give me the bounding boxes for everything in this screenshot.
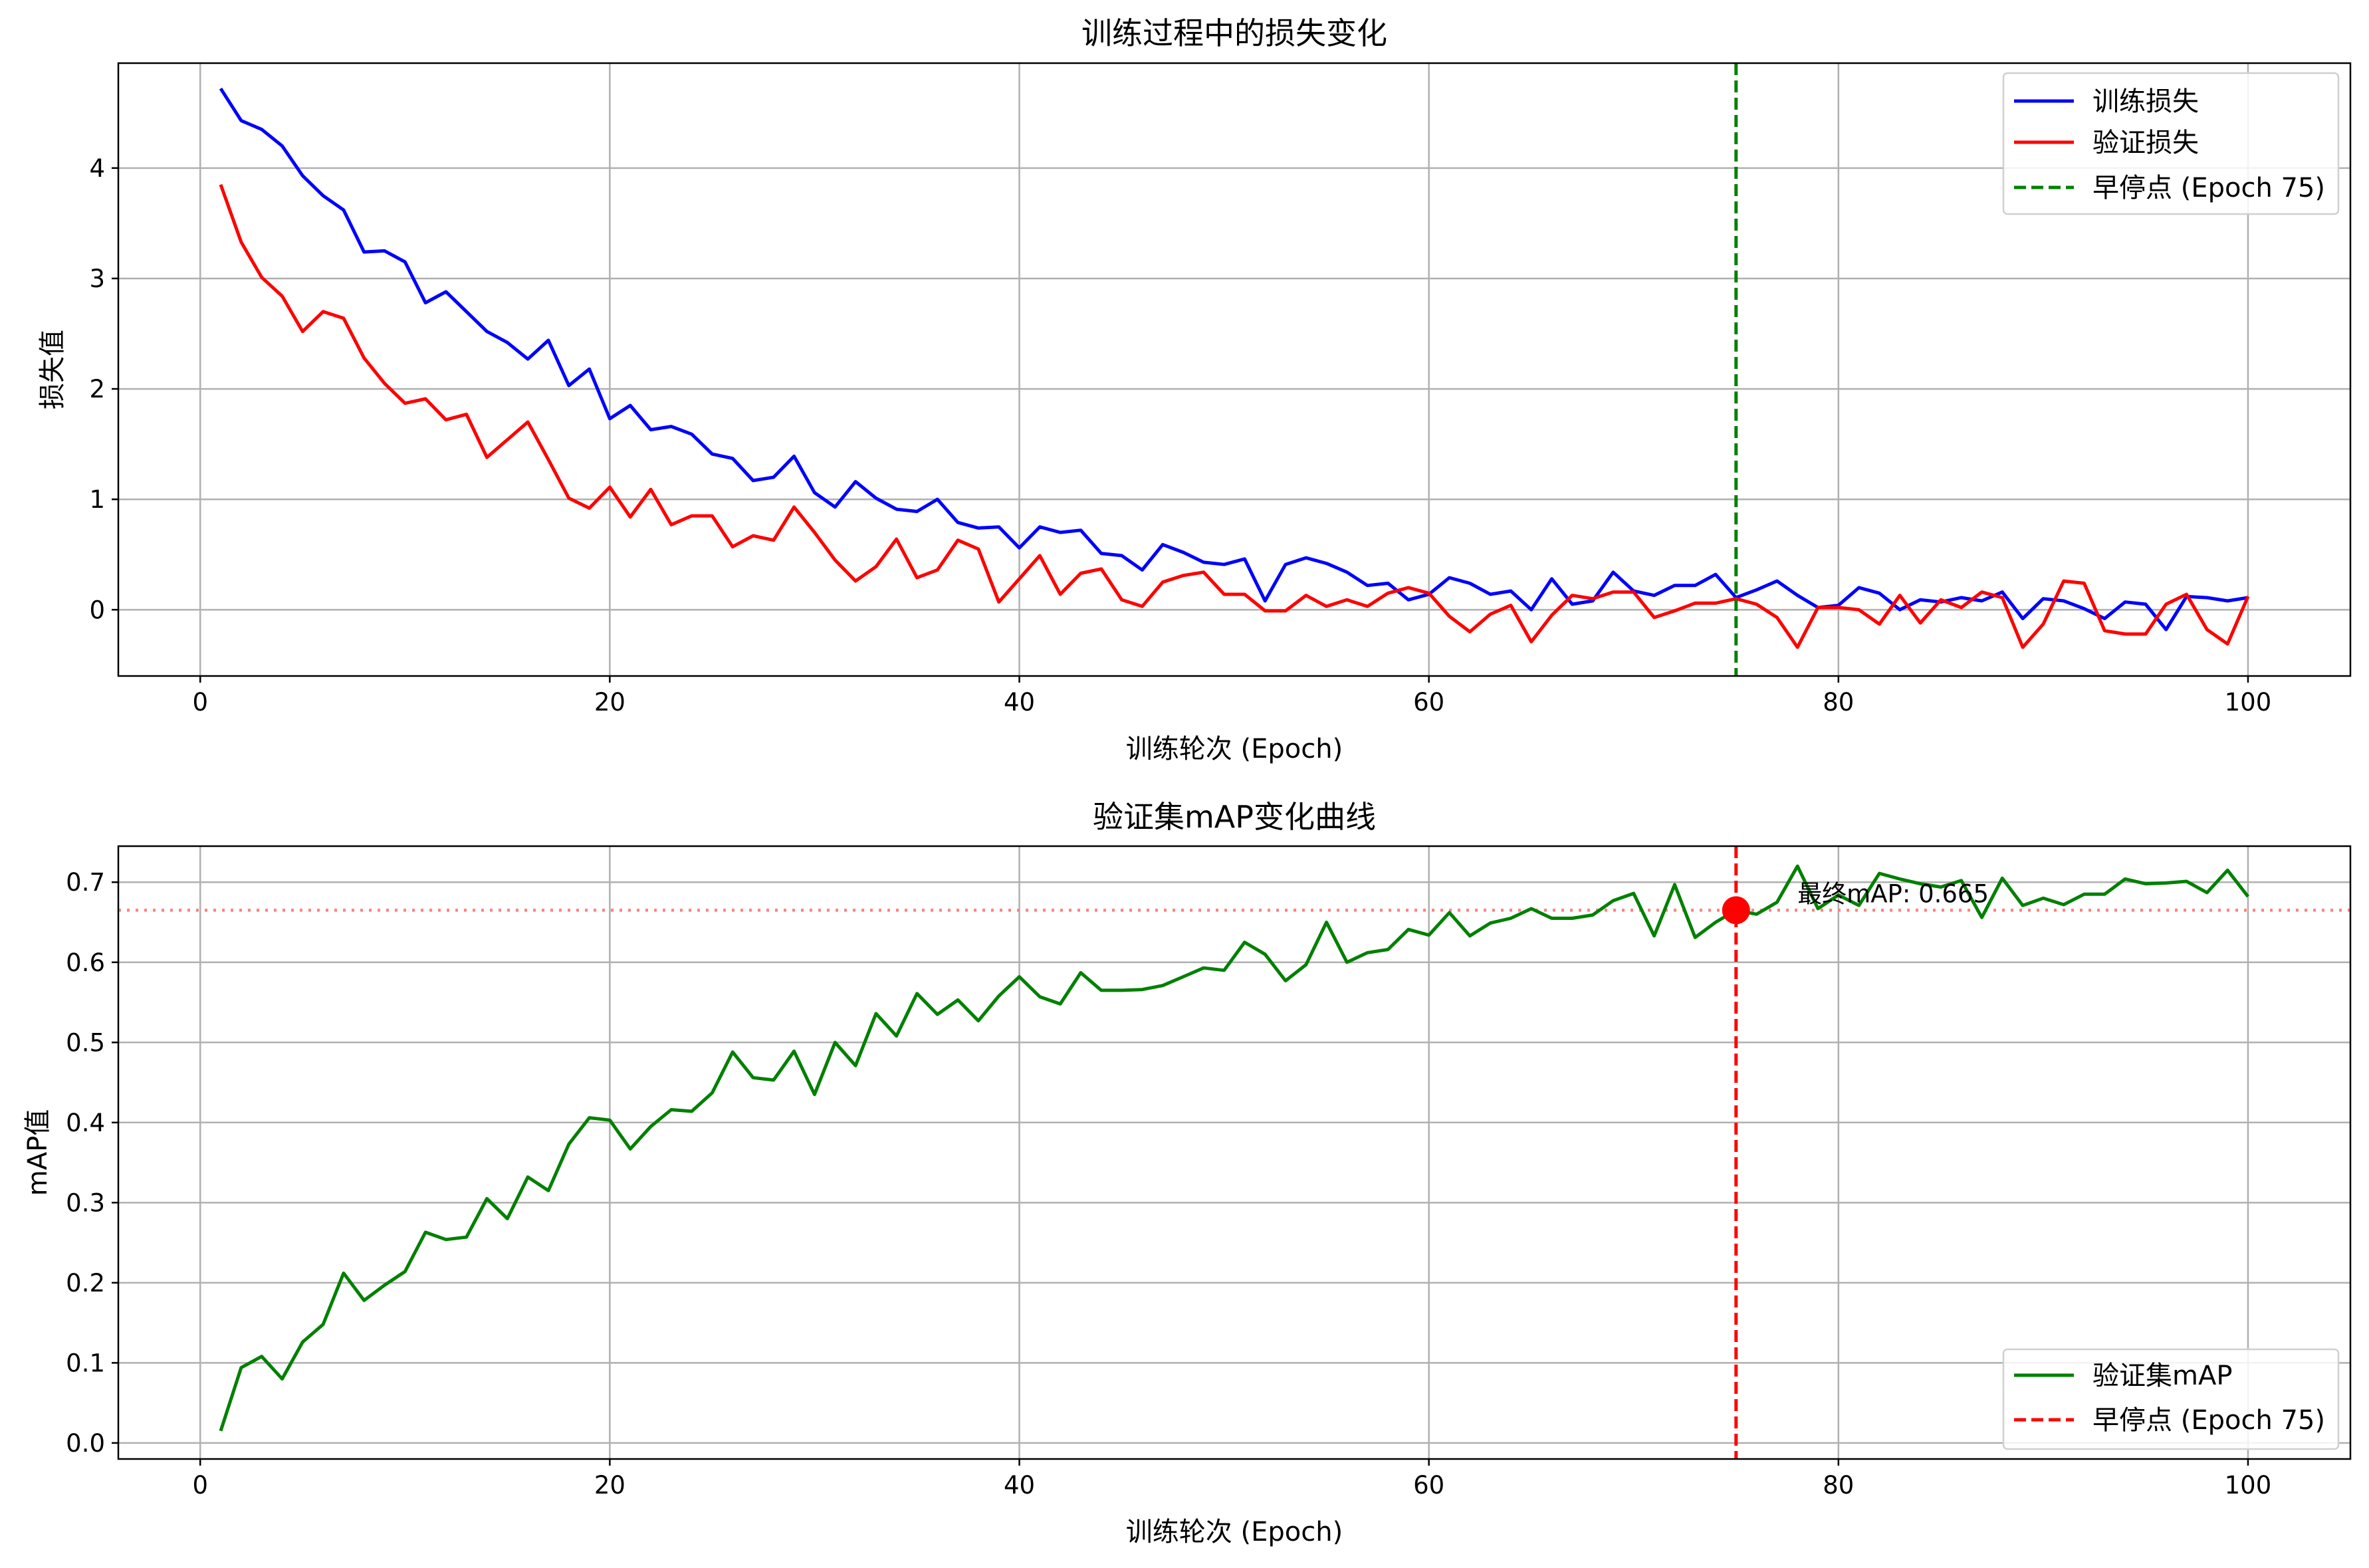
loss-chart: 0 20 40 60 80 100 0 1 2 3 4 训练过程中的损失变化 训练轮次 (Epoch… (37, 15, 2352, 764)
loss-y-axis-label: 损失值 (37, 330, 68, 409)
loss-x-axis-label: 训练轮次 (Epoch) (1126, 734, 1343, 764)
y-tick-label: 0.5 (66, 1028, 105, 1057)
map-chart-title: 验证集mAP变化曲线 (1093, 799, 1376, 835)
final-map-marker (1722, 896, 1750, 925)
loss-legend-label-val: 验证损失 (2092, 128, 2199, 158)
y-tick-label: 0.6 (66, 949, 105, 977)
y-tick-label: 1 (89, 485, 105, 514)
loss-legend-label-early-stop: 早停点 (Epoch 75) (2092, 173, 2325, 203)
y-tick-label: 0.4 (66, 1109, 105, 1137)
x-tick-label: 0 (192, 1471, 208, 1500)
x-tick-label: 60 (1413, 1471, 1444, 1500)
loss-ticks: 0 20 40 60 80 100 0 1 2 3 4 (89, 154, 2271, 717)
y-tick-label: 0.0 (66, 1429, 105, 1458)
y-tick-label: 0 (89, 596, 105, 624)
x-tick-label: 100 (2225, 688, 2272, 717)
y-tick-label: 0.7 (66, 868, 105, 897)
map-plot-area (118, 846, 2350, 1459)
y-tick-label: 0.1 (66, 1349, 105, 1377)
loss-legend: 训练损失 验证损失 早停点 (Epoch 75) (2002, 72, 2340, 215)
loss-legend-box (2002, 72, 2340, 215)
loss-chart-title: 训练过程中的损失变化 (1081, 15, 1387, 51)
y-tick-label: 0.3 (66, 1188, 105, 1217)
y-tick-label: 4 (89, 154, 105, 183)
map-legend: 验证集mAP 早停点 (Epoch 75) (2002, 1348, 2340, 1450)
series-line-train-loss (219, 87, 2249, 631)
map-legend-label-early-stop: 早停点 (Epoch 75) (2092, 1405, 2325, 1436)
map-x-axis-label: 训练轮次 (Epoch) (1126, 1517, 1343, 1547)
loss-plot-frame (117, 62, 2352, 677)
map-grid (118, 846, 2350, 1459)
map-series-group (118, 846, 2350, 1459)
x-tick-label: 60 (1413, 688, 1444, 717)
loss-plot-area (118, 63, 2350, 676)
y-tick-label: 3 (89, 265, 105, 293)
x-tick-label: 40 (1004, 688, 1035, 717)
map-legend-label-map: 验证集mAP (2092, 1361, 2232, 1391)
map-plot-frame (117, 845, 2352, 1460)
x-tick-label: 20 (594, 1471, 625, 1500)
map-y-axis-label: mAP值 (23, 1109, 53, 1196)
y-tick-label: 0.2 (66, 1269, 105, 1297)
x-tick-label: 80 (1823, 688, 1854, 717)
x-tick-label: 0 (192, 688, 208, 717)
series-line-val-loss (219, 183, 2250, 649)
x-tick-label: 80 (1823, 1471, 1854, 1500)
map-legend-box (2002, 1348, 2340, 1450)
loss-legend-label-train: 训练损失 (2092, 86, 2199, 117)
series-line-val-map (219, 864, 2249, 1432)
final-map-annotation: 最终mAP: 0.665 (1797, 879, 1989, 908)
x-tick-label: 40 (1004, 1471, 1035, 1500)
y-tick-label: 2 (89, 375, 105, 403)
x-tick-label: 20 (594, 688, 625, 717)
map-ticks: 0 20 40 60 80 100 0.0 0.1 0.2 0.3 0.4 0.5 0.6 0.7 (66, 868, 2271, 1500)
map-chart: 0 20 40 60 80 100 0.0 0.1 0.2 0.3 0.4 0.5 0.6 0.7 验证集… (23, 799, 2352, 1547)
loss-series-group (219, 63, 2250, 676)
x-tick-label: 100 (2225, 1471, 2272, 1500)
